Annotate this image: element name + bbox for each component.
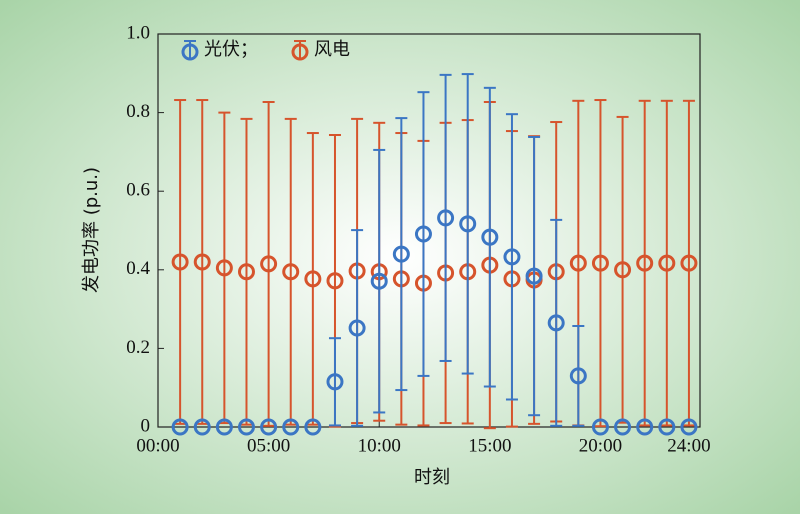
marker — [304, 270, 322, 288]
marker — [282, 418, 300, 436]
marker — [171, 418, 189, 436]
marker — [459, 215, 477, 233]
marker — [569, 254, 587, 272]
x-tick-label: 05:00 — [247, 435, 290, 456]
error-bar — [351, 229, 364, 427]
error-bar — [638, 99, 651, 427]
error-bar — [328, 337, 341, 427]
error-bar — [550, 218, 563, 427]
marker — [370, 272, 388, 290]
marker — [658, 254, 676, 272]
error-bar — [373, 148, 386, 414]
marker — [680, 418, 698, 436]
error-bar — [306, 132, 319, 426]
marker — [392, 245, 410, 263]
x-tick-label: 24:00 — [667, 435, 710, 456]
marker — [215, 259, 233, 277]
error-bar — [439, 73, 452, 362]
marker — [481, 228, 499, 246]
y-tick-label: 0.6 — [126, 180, 150, 201]
x-tick-label: 10:00 — [358, 435, 401, 456]
marker — [260, 418, 278, 436]
legend-marker — [291, 43, 309, 61]
marker — [437, 209, 455, 227]
legend-marker — [181, 43, 199, 61]
error-bar — [196, 99, 209, 425]
marker — [658, 418, 676, 436]
legend-label: 风电 — [314, 39, 350, 60]
marker — [591, 254, 609, 272]
error-bar — [528, 135, 541, 417]
marker — [525, 267, 543, 285]
error-bar — [417, 91, 430, 377]
y-tick-label: 1.0 — [126, 22, 150, 43]
error-bar — [505, 113, 518, 401]
marker — [193, 253, 211, 271]
marker — [614, 418, 632, 436]
x-tick-label: 20:00 — [579, 435, 622, 456]
marker — [304, 418, 322, 436]
x-axis-label: 时刻 — [414, 467, 450, 488]
error-bar — [461, 73, 474, 375]
error-bar — [682, 99, 695, 427]
plot-frame — [157, 33, 701, 428]
error-bar — [284, 117, 297, 426]
marker — [193, 418, 211, 436]
marker — [348, 319, 366, 337]
marker — [237, 418, 255, 436]
error-bar — [395, 117, 408, 392]
marker — [614, 261, 632, 279]
marker — [547, 314, 565, 332]
marker — [215, 418, 233, 436]
error-bar — [174, 99, 187, 425]
error-bar — [262, 100, 275, 427]
y-tick-label: 0.8 — [126, 101, 150, 122]
marker — [237, 263, 255, 281]
marker — [569, 367, 587, 385]
legend-label: 光伏； — [204, 39, 258, 60]
marker — [636, 254, 654, 272]
error-bar — [240, 117, 253, 426]
marker — [260, 255, 278, 273]
error-bar — [660, 99, 673, 427]
marker — [414, 225, 432, 243]
y-tick-label: 0.4 — [126, 258, 150, 279]
marker — [680, 254, 698, 272]
y-tick-label: 0 — [141, 415, 151, 436]
y-axis-label: 发电功率 (p.u.) — [81, 167, 102, 293]
marker — [326, 373, 344, 391]
marker — [326, 272, 344, 290]
marker — [282, 263, 300, 281]
marker — [591, 418, 609, 436]
x-tick-label: 00:00 — [136, 435, 179, 456]
x-tick-label: 15:00 — [468, 435, 511, 456]
error-bar — [594, 99, 607, 428]
marker — [171, 253, 189, 271]
marker — [636, 418, 654, 436]
marker — [503, 248, 521, 266]
error-bar — [572, 324, 585, 427]
error-bar — [483, 86, 496, 388]
y-tick-label: 0.2 — [126, 337, 150, 358]
